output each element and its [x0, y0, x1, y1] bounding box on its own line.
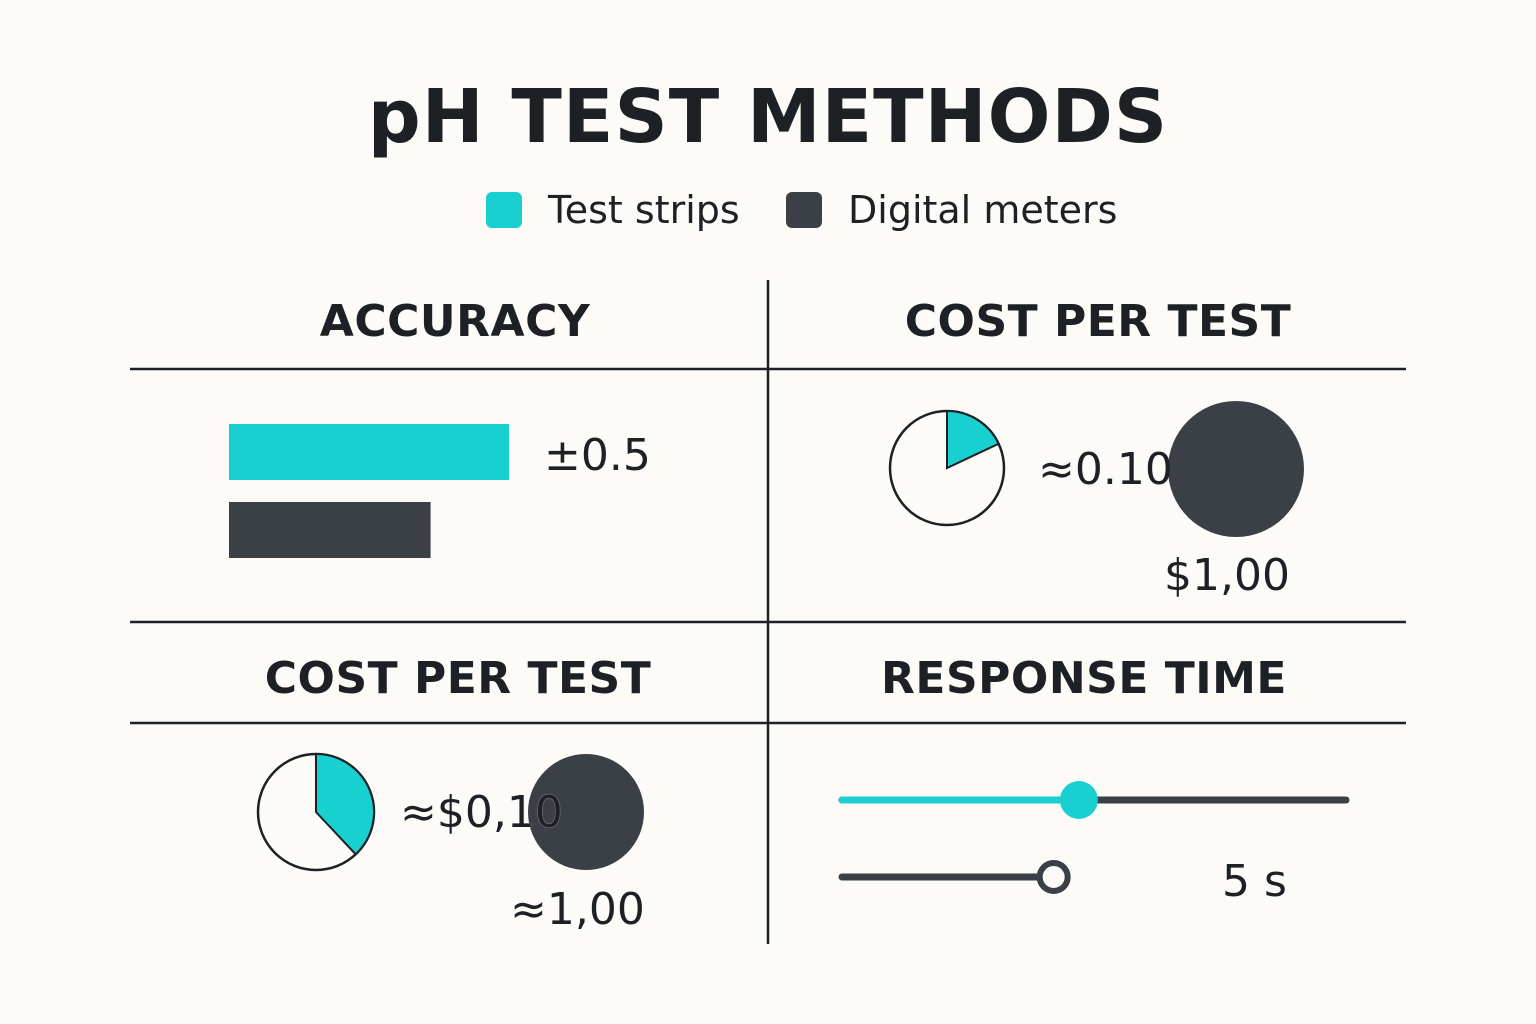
response-time-label: 5 s: [1222, 856, 1287, 907]
value-label-meters-bottom: ≈1,00: [510, 884, 645, 935]
legend-label-digital-meters: Digital meters: [848, 188, 1118, 232]
legend-label-test-strips: Test strips: [548, 188, 740, 232]
slider-knob-test-strips: [1059, 781, 1098, 819]
legend-item-digital-meters: Digital meters: [786, 186, 1117, 234]
accuracy-annotation: ±0.5: [544, 430, 651, 481]
panel-title-accuracy: ACCURACY: [319, 296, 591, 347]
pie-digital-meters: [528, 754, 644, 870]
panel-title-cost-per-test-top: COST PER TEST: [904, 296, 1292, 347]
legend-item-test-strips: Test strips: [486, 186, 740, 234]
legend-swatch-test-strips: [486, 192, 522, 228]
bar-test-strips: [229, 424, 509, 480]
panel-title-response-time: RESPONSE TIME: [881, 653, 1287, 704]
pie-digital-meters: [1168, 401, 1304, 537]
panel-title-cost-per-test-bottom: COST PER TEST: [264, 653, 652, 704]
slider-knob-digital-meters: [1036, 860, 1071, 894]
value-label-strips-top: ≈0.10: [1038, 444, 1173, 495]
value-label-meters-top: $1,00: [1164, 550, 1290, 601]
bar-digital-meters: [229, 502, 431, 558]
legend-swatch-digital-meters: [786, 192, 822, 228]
value-label-strips-bottom: ≈$0,10: [400, 787, 563, 838]
pie-slice-test-strips: [946, 409, 1000, 470]
page-title: pH TEST METHODS: [367, 74, 1169, 160]
pie-slice-test-strips: [315, 752, 375, 856]
